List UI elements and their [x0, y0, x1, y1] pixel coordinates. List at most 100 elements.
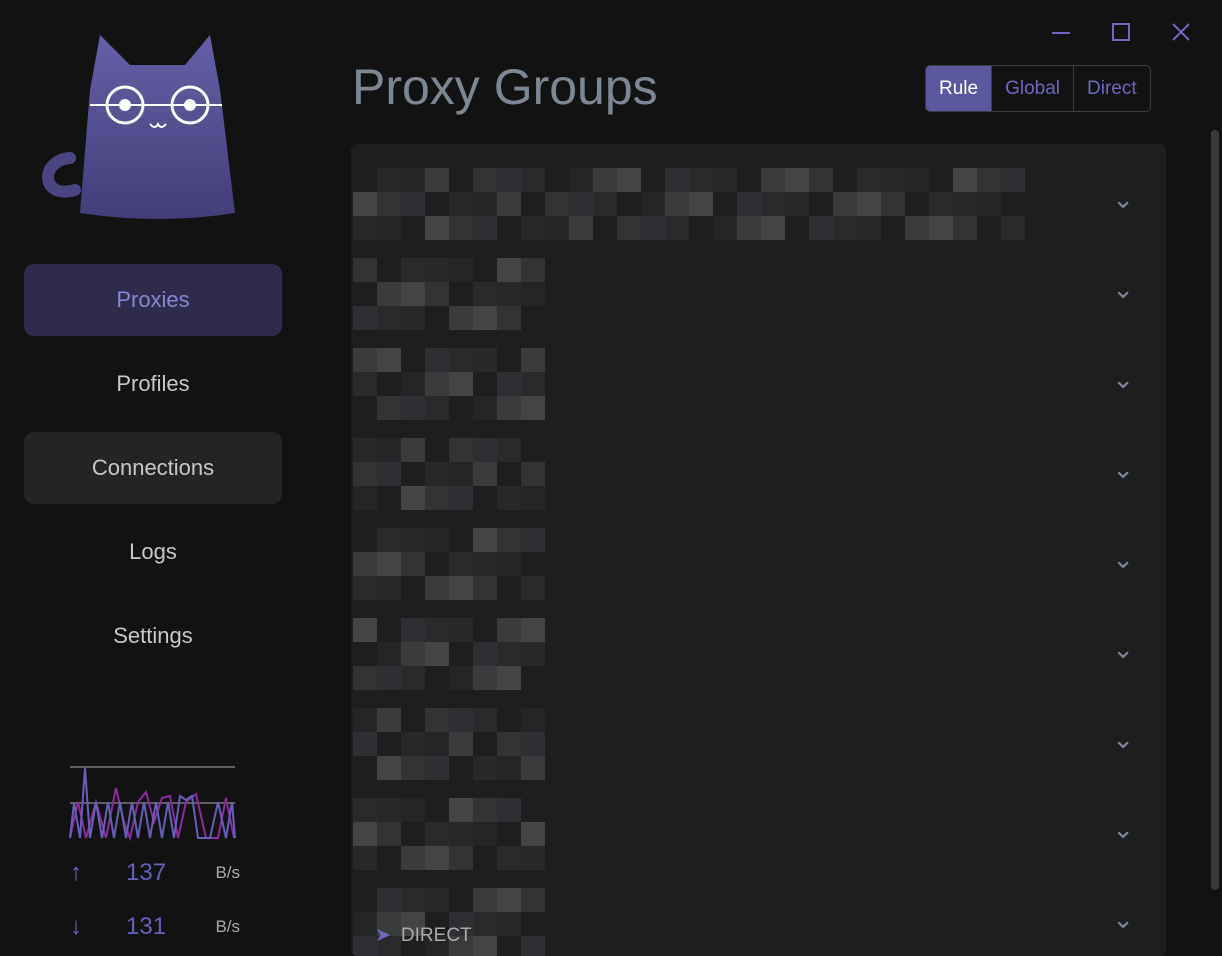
chevron-down-icon[interactable]: ⌄: [1112, 544, 1134, 574]
sidebar-item-proxies[interactable]: Proxies: [24, 264, 282, 336]
redacted-block: [473, 168, 497, 192]
chevron-down-icon[interactable]: ⌄: [1112, 454, 1134, 484]
proxy-group-row[interactable]: ⌄: [351, 876, 1166, 956]
redacted-block: [377, 168, 401, 192]
redacted-block: [401, 846, 425, 870]
redacted-block: [449, 912, 473, 936]
redacted-block: [353, 216, 377, 240]
redacted-block: [401, 642, 425, 666]
redacted-block: [449, 666, 473, 690]
redacted-block: [521, 396, 545, 420]
redacted-block: [521, 618, 545, 642]
cat-logo: [42, 35, 235, 219]
redacted-block: [425, 372, 449, 396]
redacted-block: [881, 192, 905, 216]
close-button[interactable]: [1168, 18, 1194, 44]
redacted-block: [401, 798, 425, 822]
redacted-block: [497, 756, 521, 780]
redacted-block: [401, 732, 425, 756]
redacted-block: [353, 618, 377, 642]
proxy-name: DIRECT: [400, 924, 472, 946]
redacted-block: [449, 258, 473, 282]
mode-global-button[interactable]: Global: [991, 66, 1073, 111]
proxy-item[interactable]: ➤ DIRECT: [375, 924, 472, 947]
page-title: Proxy Groups: [352, 59, 658, 115]
chevron-down-icon[interactable]: ⌄: [1112, 184, 1134, 214]
redacted-block: [377, 708, 401, 732]
redacted-block: [401, 438, 425, 462]
redacted-block: [401, 486, 425, 510]
sidebar-item-connections[interactable]: Connections: [24, 432, 282, 504]
proxy-group-row[interactable]: ⌄: [351, 786, 1166, 876]
arrow-down-icon: ↓: [70, 913, 82, 940]
redacted-block: [425, 642, 449, 666]
redacted-block: [449, 552, 473, 576]
maximize-button[interactable]: [1108, 18, 1134, 44]
arrow-up-icon: ↑: [70, 859, 82, 886]
redacted-block: [521, 822, 545, 846]
redacted-block: [353, 258, 377, 282]
redacted-block: [665, 216, 689, 240]
redacted-block: [377, 888, 401, 912]
redacted-block: [425, 462, 449, 486]
redacted-block: [953, 216, 977, 240]
redacted-block: [665, 168, 689, 192]
redacted-block: [521, 528, 545, 552]
redacted-block: [449, 192, 473, 216]
redacted-block: [809, 216, 833, 240]
scrollbar[interactable]: [1211, 130, 1219, 890]
proxy-group-row[interactable]: ⌄: [351, 246, 1166, 336]
redacted-block: [737, 216, 761, 240]
chevron-down-icon[interactable]: ⌄: [1112, 634, 1134, 664]
redacted-block: [353, 708, 377, 732]
proxy-group-row[interactable]: ⌄: [351, 516, 1166, 606]
mode-direct-button[interactable]: Direct: [1073, 66, 1150, 111]
download-value: 131: [126, 913, 167, 940]
redacted-block: [593, 168, 617, 192]
mode-rule-button[interactable]: Rule: [926, 66, 992, 111]
redacted-block: [449, 486, 473, 510]
redacted-block: [377, 438, 401, 462]
redacted-block: [497, 642, 521, 666]
chevron-down-icon[interactable]: ⌄: [1112, 274, 1134, 304]
sidebar-item-logs[interactable]: Logs: [24, 516, 282, 588]
chevron-down-icon[interactable]: ⌄: [1112, 364, 1134, 394]
redacted-block: [449, 216, 473, 240]
chevron-down-icon[interactable]: ⌄: [1112, 814, 1134, 844]
proxy-group-row[interactable]: ⌄: [351, 606, 1166, 696]
redacted-block: [641, 216, 665, 240]
redacted-block: [425, 528, 449, 552]
redacted-block: [401, 282, 425, 306]
redacted-block: [377, 576, 401, 600]
redacted-block: [401, 306, 425, 330]
nav-label: Logs: [129, 539, 177, 564]
redacted-block: [473, 282, 497, 306]
nav-label: Profiles: [116, 371, 190, 396]
redacted-block: [377, 756, 401, 780]
redacted-block: [377, 282, 401, 306]
minimize-button[interactable]: [1048, 18, 1074, 44]
proxy-group-row[interactable]: ⌄: [351, 696, 1166, 786]
redacted-block: [449, 732, 473, 756]
redacted-block: [521, 348, 545, 372]
redacted-block: [449, 348, 473, 372]
redacted-block: [881, 168, 905, 192]
sidebar-item-profiles[interactable]: Profiles: [24, 348, 282, 420]
chevron-down-icon[interactable]: ⌄: [1112, 724, 1134, 754]
download-unit: B/s: [215, 917, 240, 936]
redacted-block: [449, 462, 473, 486]
sidebar-item-settings[interactable]: Settings: [24, 600, 282, 672]
chevron-down-icon[interactable]: ⌄: [1112, 904, 1134, 934]
redacted-block: [401, 372, 425, 396]
redacted-block: [449, 822, 473, 846]
redacted-block: [473, 396, 497, 420]
redacted-block: [353, 306, 377, 330]
proxy-group-row[interactable]: ⌄: [351, 336, 1166, 426]
proxy-group-row[interactable]: ⌄: [351, 426, 1166, 516]
redacted-block: [761, 168, 785, 192]
redacted-block: [929, 192, 953, 216]
redacted-block: [497, 258, 521, 282]
proxy-group-row[interactable]: ⌄: [351, 156, 1166, 246]
redacted-block: [617, 216, 641, 240]
redacted-block: [377, 528, 401, 552]
